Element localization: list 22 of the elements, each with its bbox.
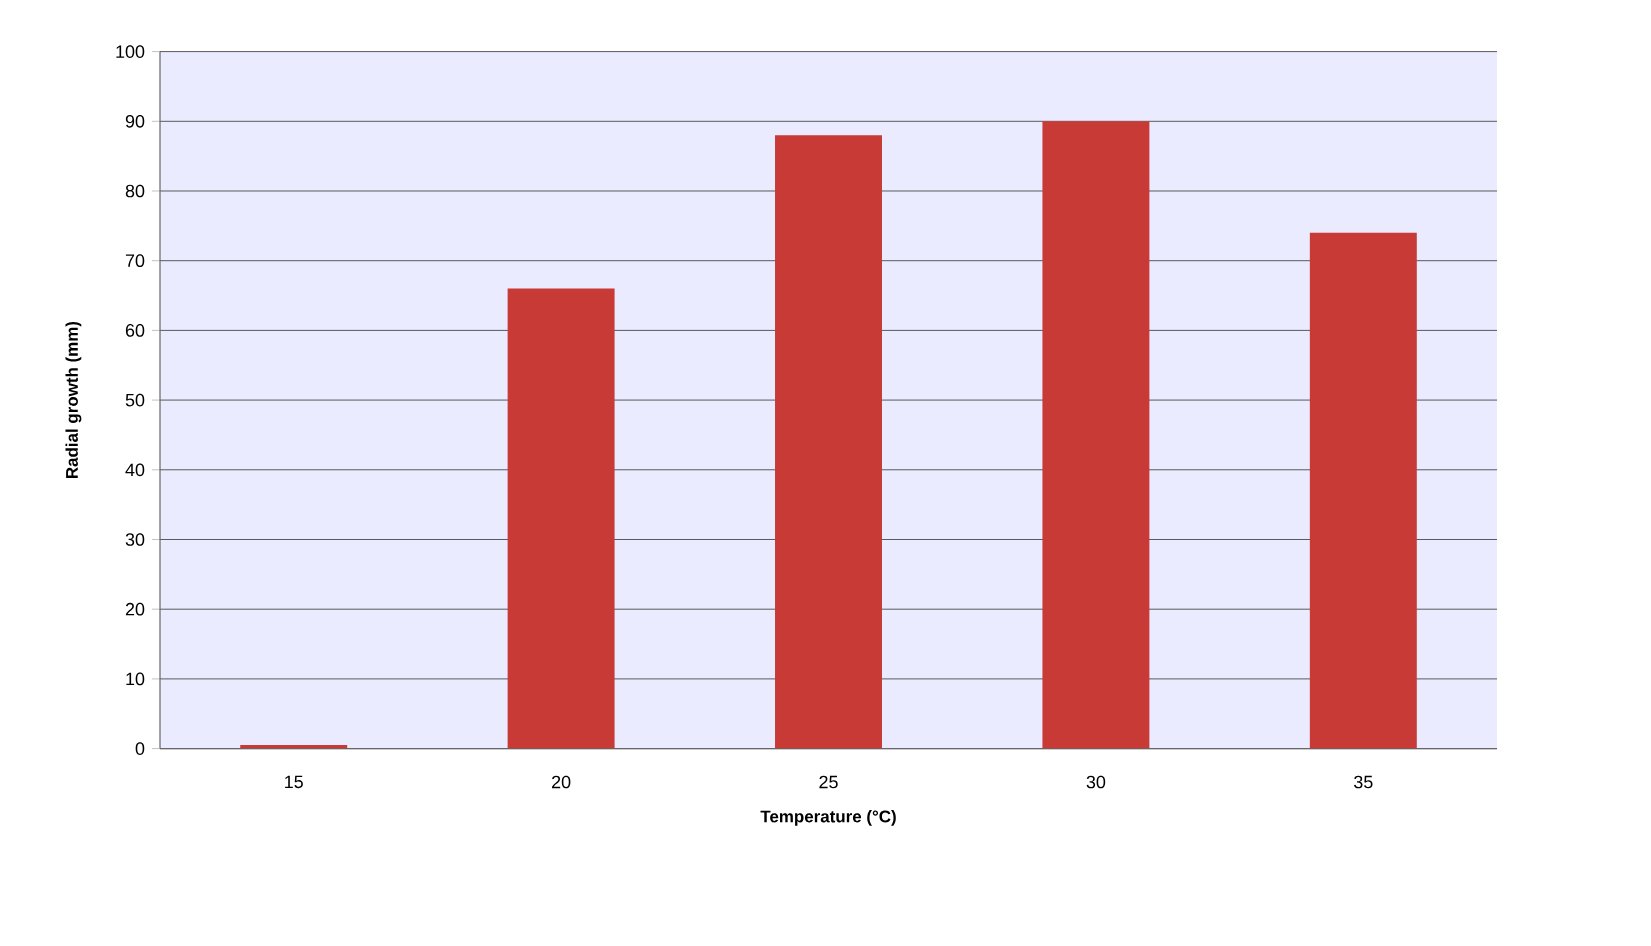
x-tick-label: 25 — [819, 775, 838, 789]
y-tick-label: 30 — [125, 533, 145, 546]
y-tick-label: 0 — [135, 742, 145, 755]
bar — [1042, 121, 1150, 749]
y-tick-label: 60 — [125, 324, 145, 337]
y-axis-title: Radial growth (mm) — [65, 321, 82, 479]
y-tick-label: 50 — [125, 393, 145, 407]
x-tick-label: 30 — [1086, 775, 1106, 789]
y-tick-label: 100 — [116, 45, 145, 58]
x-axis-title: Temperature (°C) — [760, 810, 896, 826]
y-tick-label: 70 — [125, 254, 145, 268]
bar — [507, 288, 615, 749]
x-tick-label: 15 — [285, 775, 303, 789]
bar — [775, 135, 882, 749]
bar — [1309, 232, 1417, 749]
x-tick-label: 20 — [552, 775, 571, 789]
y-tick-label: 10 — [126, 672, 145, 686]
y-tick-label: 20 — [125, 602, 145, 616]
y-tick-label: 90 — [125, 114, 145, 128]
y-tick-label: 40 — [125, 463, 145, 477]
x-tick-label: 35 — [1354, 775, 1373, 789]
y-tick-label: 80 — [125, 184, 145, 198]
